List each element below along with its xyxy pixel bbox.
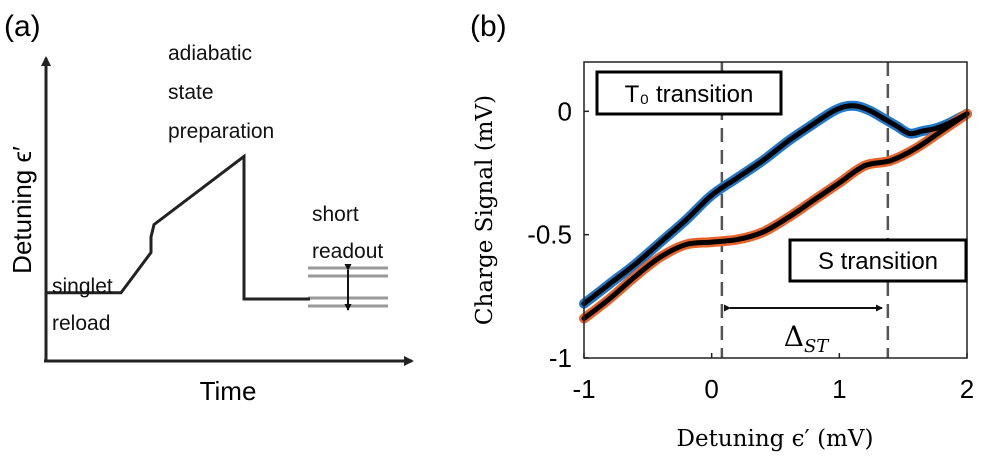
panel-b-label: (b): [470, 10, 507, 43]
y-tick-label: 0: [558, 96, 572, 126]
annotation-readout: readout: [312, 240, 383, 263]
panel-a-y-label: Detuning ϵ′: [7, 146, 37, 274]
delta-st-label: ΔST: [784, 320, 831, 357]
x-tick-label: 2: [960, 374, 974, 404]
panel-a: (a) Time Detuning ϵ′ singlet reload adia…: [4, 10, 414, 406]
annotation-preparation: preparation: [168, 120, 274, 143]
annotation-adiabatic: adiabatic: [168, 42, 252, 65]
s-label-box: [788, 238, 968, 283]
y-tick-label: -1: [549, 343, 572, 373]
panel-b-y-label: Charge Signal (mV): [472, 95, 498, 325]
x-tick-label: 1: [832, 374, 846, 404]
panel-b: (b) -1 0 1 2 0 -0.5 -1 Detuning ϵ′ (mV) Charge…: [470, 10, 974, 452]
pulse-sequence-line: [46, 153, 310, 301]
s-fit-line: [581, 111, 970, 321]
annotation-short: short: [312, 203, 359, 226]
panel-a-x-label: Time: [200, 376, 257, 406]
x-tick-label: -1: [572, 374, 595, 404]
plot-frame: [583, 61, 968, 359]
axis-ticks: -1 0 1 2 0 -0.5 -1: [527, 96, 974, 404]
annotation-state: state: [168, 81, 214, 104]
plot-area: [579, 62, 972, 358]
panel-b-x-label: Detuning ϵ′ (mV): [677, 426, 874, 452]
t0-label-text: T₀ transition: [625, 81, 754, 108]
t0-label-box: [595, 70, 783, 116]
annotation-singlet: singlet: [52, 275, 113, 298]
t0-fit-line: [581, 103, 970, 307]
delta-subscript: ST: [804, 336, 830, 357]
y-tick-label: -0.5: [527, 220, 572, 250]
x-tick-label: 0: [704, 374, 718, 404]
delta-symbol: Δ: [784, 320, 804, 353]
panel-a-label: (a): [4, 10, 41, 43]
s-label-text: S transition: [818, 248, 938, 275]
annotation-reload: reload: [52, 312, 110, 335]
